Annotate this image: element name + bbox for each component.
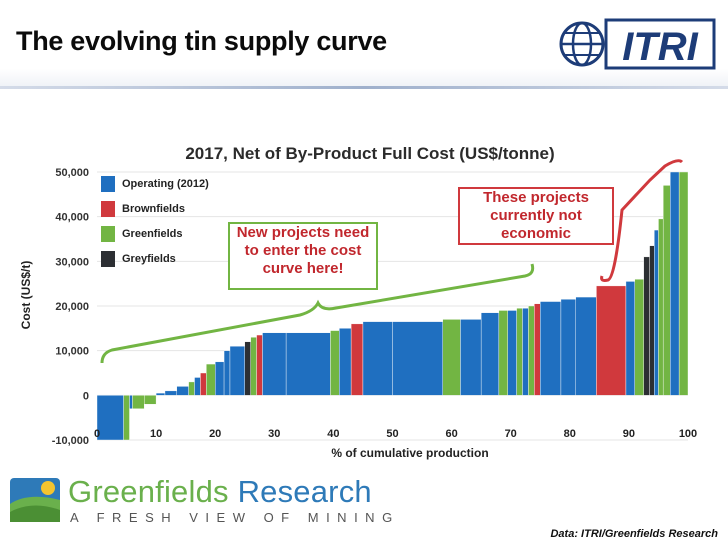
bar-greenfields [658,218,664,396]
bar-operating [194,377,201,396]
bar-operating [670,171,680,396]
legend-label: Greyfields [122,253,176,265]
bar-brownfields [350,323,364,396]
bar-operating [480,312,500,396]
bar-operating [214,361,225,396]
page-title: The evolving tin supply curve [16,26,387,56]
x-tick-label: 100 [679,428,697,440]
header-divider [0,86,728,89]
bar-greenfields [498,310,508,396]
brand-green: Greenfields [68,474,229,509]
chart-axes: -10,000 0 10,000 20,000 30,000 40,000 50,000 0 1… [52,167,697,447]
bar-operating [522,308,529,396]
bar-greenfields [132,395,145,409]
bar-greyfields [649,245,655,396]
legend-swatch [101,226,115,242]
bar-greenfields [634,278,644,396]
x-tick-label: 60 [445,428,457,440]
x-tick-label: 40 [327,428,339,440]
bar-operating [507,310,517,396]
x-tick-label: 20 [209,428,221,440]
bar-operating [460,319,482,396]
x-tick-label: 50 [386,428,398,440]
landscape-icon [10,478,60,522]
new-projects-callout: New projects need to enter the cost curv… [228,222,378,290]
bar-operating [654,229,659,396]
legend-swatch [101,201,115,217]
y-axis-label: Cost (US$/t) [19,261,33,330]
x-tick-label: 90 [623,428,635,440]
chart-title: 2017, Net of By-Product Full Cost (US$/t… [185,144,554,163]
uneconomic-callout: These projects currently not economic [458,187,614,245]
new-projects-bracket [100,263,535,364]
y-tick-label: 0 [83,390,89,402]
chart-legend: Operating (2012) Brownfields Greenfields Gr… [101,176,209,267]
bar-brownfields [596,285,627,396]
bar-operating [339,328,352,396]
x-axis-label: % of cumulative production [331,446,488,460]
bar-operating [262,332,287,396]
x-tick-label: 10 [150,428,162,440]
bar-greyfields [244,341,251,396]
legend-swatch [101,176,115,192]
bar-greenfields [250,337,257,396]
bar-operating [575,296,597,396]
legend-label: Brownfields [122,203,185,215]
legend-swatch [101,251,115,267]
bar-operating [362,321,393,396]
itri-logo: ITRI [559,18,716,70]
uneconomic-bracket [600,159,684,282]
y-tick-label: 30,000 [55,256,89,268]
legend-label: Operating (2012) [122,178,209,190]
x-tick-label: 0 [94,428,100,440]
bar-greenfields [442,319,461,396]
brand-blue: Research [237,474,372,509]
x-tick-label: 30 [268,428,280,440]
globe-icon [559,21,605,67]
bar-greenfields [123,395,130,441]
bar-operating [96,395,124,441]
bar-operating [625,281,636,396]
x-tick-label: 70 [505,428,517,440]
legend-label: Greenfields [122,228,183,240]
bar-greenfields [188,381,195,396]
bar-greenfields [662,185,671,396]
bar-operating [560,299,576,396]
bar-greyfields [643,256,650,396]
x-tick-label: 80 [564,428,576,440]
y-tick-label: 40,000 [55,212,89,224]
logo-text: ITRI [622,25,698,69]
y-tick-label: 10,000 [55,346,89,358]
bar-greenfields [330,330,340,396]
header-bar: The evolving tin supply curve ITRI [0,0,728,89]
bar-operating [540,301,562,396]
brand-tagline: A FRESH VIEW OF MINING [70,510,400,525]
bar-greenfields [678,171,689,396]
bar-operating [129,395,133,409]
bar-greenfields [528,305,535,396]
bar-greenfields [206,363,216,396]
cost-curve-chart: -10,000 0 10,000 20,000 30,000 40,000 50,000 0 1… [19,144,697,460]
y-tick-label: -10,000 [52,435,89,447]
greenfields-logo [10,478,60,522]
bar-operating [164,390,177,396]
bar-brownfields [256,334,263,396]
bar-operating [176,386,189,396]
bar-operating [223,350,231,396]
bar-brownfields [534,303,541,396]
y-tick-label: 20,000 [55,301,89,313]
chart-bars [96,171,689,441]
bar-operating [229,345,245,396]
bar-greenfields [516,308,523,396]
brand-name: Greenfields Research [68,474,372,510]
source-note: Data: ITRI/Greenfields Research [550,528,718,540]
bar-brownfields [200,372,207,396]
y-tick-label: 50,000 [55,167,89,179]
bar-operating [392,321,443,396]
bar-greenfields [144,395,157,405]
bar-operating [155,392,166,396]
bar-operating [285,332,331,396]
